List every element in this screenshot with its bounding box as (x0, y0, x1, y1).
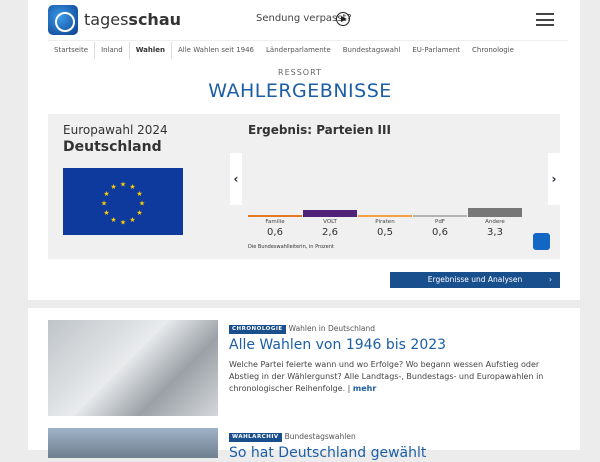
chart-source: Die Bundeswahlleiterin, in Prozent (248, 244, 334, 250)
brand-bold: schau (128, 10, 182, 29)
value-label: 2,6 (322, 227, 338, 238)
teaser-text: Welche Partei feierte wann und wo Erfolg… (229, 360, 544, 393)
nav-laenderparlamente[interactable]: Länderparlamente (266, 45, 331, 54)
category-label: PdF (435, 219, 445, 225)
article-title[interactable]: So hat Deutschland gewählt (229, 445, 427, 461)
flag-star: ★ (136, 190, 142, 198)
category-label: Andere (485, 219, 505, 225)
header (28, 0, 580, 60)
nav-startseite[interactable]: Startseite (48, 41, 96, 59)
article-kicker: Bundestagswahlen (284, 432, 356, 441)
flag-star: ★ (129, 216, 135, 224)
flag-star: ★ (101, 200, 107, 208)
value-label: 0,6 (267, 227, 283, 238)
nav-eu-parlament[interactable]: EU-Parlament (412, 45, 461, 54)
article-teaser: Welche Partei feierte wann und wo Erfolg… (229, 360, 544, 393)
bar-andere (468, 208, 522, 217)
nav-chronologie[interactable]: Chronologie (472, 45, 514, 54)
bar-volt (303, 209, 357, 217)
article-meta: CHRONOLOGIE Wahlen in Deutschland (229, 324, 375, 334)
nav-alle-wahlen[interactable]: Alle Wahlen seit 1946 (178, 45, 255, 54)
reichstag-image[interactable] (48, 428, 218, 458)
article-tag: CHRONOLOGIE (229, 324, 286, 334)
chart-title: Ergebnis: Parteien III (248, 123, 391, 137)
flag-star: ★ (120, 181, 126, 189)
bar-familie (248, 215, 302, 217)
category-label: VOLT (323, 219, 337, 225)
flag-star: ★ (110, 183, 116, 191)
bar-piraten (358, 215, 412, 217)
play-icon[interactable] (336, 12, 350, 26)
election-region: Deutschland (63, 139, 162, 155)
flag-star: ★ (103, 190, 109, 198)
value-label: 0,5 (377, 227, 393, 238)
flag-star: ★ (110, 216, 116, 224)
flag-star: ★ (103, 209, 109, 217)
bar-pdf (413, 215, 467, 217)
flag-star: ★ (139, 200, 145, 208)
tagesschau-logo-icon[interactable] (48, 5, 78, 35)
nav-wahlen[interactable]: Wahlen (130, 41, 172, 59)
breadcrumb-nav: Startseite Inland Wahlen Alle Wahlen sei… (48, 40, 568, 59)
more-link[interactable]: mehr (352, 384, 377, 393)
value-label: 3,3 (487, 227, 503, 238)
flag-star: ★ (136, 209, 142, 217)
value-label: 0,6 (432, 227, 448, 238)
brand[interactable]: tagesschau (84, 10, 181, 29)
nav-inland[interactable]: Inland (95, 41, 130, 59)
page-title: WAHLERGEBNISSE (208, 80, 392, 102)
tagesschau-mini-logo-icon (533, 233, 550, 250)
chart-prev-button[interactable]: ‹ (230, 153, 242, 205)
bar-chart: Familie 0,6 VOLT 2,6 Piraten 0,5 PdF 0,6 Andere 3… (248, 150, 528, 242)
button-label: Ergebnisse und Analysen (427, 275, 523, 284)
article-tag: WAHLARCHIV (229, 432, 282, 442)
flag-star: ★ (120, 219, 126, 227)
article-kicker: Wahlen in Deutschland (288, 324, 376, 333)
article-meta: WAHLARCHIV Bundestagswahlen (229, 432, 356, 442)
ressort-label: RESSORT (278, 68, 322, 77)
category-label: Piraten (375, 219, 395, 225)
election-name: Europawahl 2024 (63, 123, 168, 137)
article-title[interactable]: Alle Wahlen von 1946 bis 2023 (229, 337, 447, 353)
nav-bundestagswahl[interactable]: Bundestagswahl (342, 45, 401, 54)
brand-light: tages (84, 10, 129, 29)
category-label: Familie (265, 219, 285, 225)
ballot-image[interactable] (48, 320, 218, 416)
results-analysis-button[interactable]: Ergebnisse und Analysen › (390, 272, 560, 288)
menu-icon[interactable] (536, 13, 554, 26)
eu-flag-icon: ★ ★★★★★★★★★★★ (63, 168, 183, 235)
chevron-right-icon: › (549, 275, 552, 284)
chart-next-button[interactable]: › (548, 153, 560, 205)
missed-show-link[interactable]: Sendung verpasst? (256, 13, 352, 24)
flag-star: ★ (129, 183, 135, 191)
